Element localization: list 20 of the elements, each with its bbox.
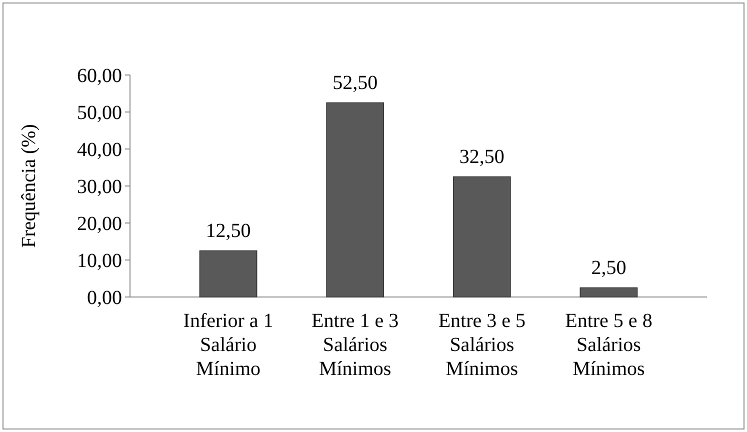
y-tick-label: 50,00: [77, 102, 122, 124]
y-tick-label: 10,00: [77, 250, 122, 272]
y-tick-label: 20,00: [77, 213, 122, 235]
y-tick-label: 60,00: [77, 65, 122, 87]
data-label: 12,50: [206, 220, 251, 242]
x-tick-label: Inferior a 1 Salário Mínimo: [183, 310, 274, 380]
data-label: 32,50: [459, 146, 504, 168]
y-axis-title: Frequência (%): [18, 124, 40, 248]
x-tick-label: Entre 5 e 8 Salários Mínimos: [565, 310, 652, 380]
bar: [452, 176, 511, 298]
x-tick-label: Entre 3 e 5 Salários Mínimos: [438, 310, 526, 380]
bar: [326, 102, 384, 298]
y-tick-label: 0,00: [87, 287, 122, 309]
x-tick-label: Entre 1 e 3 Salários Mínimos: [312, 310, 399, 380]
data-label: 52,50: [332, 72, 378, 94]
bar: [580, 287, 638, 298]
bar: [199, 250, 258, 298]
data-label: 2,50: [591, 256, 626, 279]
y-tick-label: 40,00: [77, 139, 122, 161]
y-tick-label: 30,00: [77, 176, 122, 198]
